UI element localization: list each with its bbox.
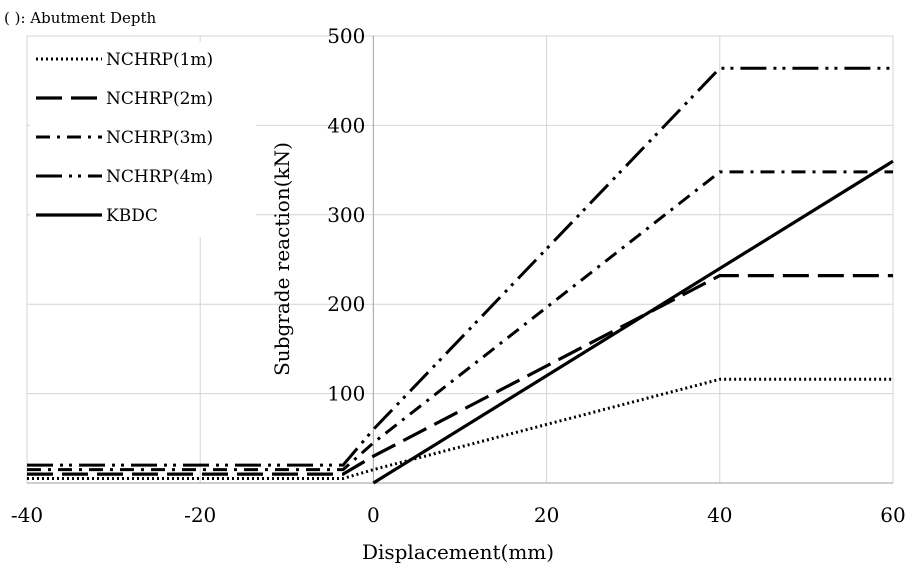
x-tick-label: -20 bbox=[184, 503, 216, 527]
y-tick-label: 300 bbox=[327, 203, 365, 227]
legend-background bbox=[30, 42, 256, 237]
y-tick-label: 400 bbox=[327, 113, 365, 137]
tick-labels: -40 -20 0 20 40 60 100 200 300 400 500 bbox=[11, 24, 906, 527]
x-tick-label: 20 bbox=[534, 503, 559, 527]
y-tick-label: 100 bbox=[327, 382, 365, 406]
y-axis-label: Subgrade reaction(kN) bbox=[270, 142, 294, 376]
legend-label: KBDC bbox=[106, 206, 158, 226]
legend-label: NCHRP(2m) bbox=[106, 89, 213, 109]
x-tick-label: 60 bbox=[880, 503, 905, 527]
series-line bbox=[27, 66, 893, 467]
legend-label: NCHRP(3m) bbox=[106, 128, 213, 148]
x-tick-label: 0 bbox=[367, 503, 380, 527]
series-line bbox=[27, 274, 893, 476]
series-line bbox=[372, 159, 894, 485]
y-tick-label: 500 bbox=[327, 24, 365, 48]
x-axis-label: Displacement(mm) bbox=[362, 540, 554, 564]
series-line bbox=[27, 377, 893, 480]
chart-note: ( ): Abutment Depth bbox=[4, 9, 157, 27]
y-tick-label: 200 bbox=[327, 292, 365, 316]
x-tick-label: 40 bbox=[707, 503, 732, 527]
legend: NCHRP(1m) NCHRP(2m) NCHRP(3m) NCHRP(4m) KBDC bbox=[30, 42, 256, 237]
series-lines bbox=[27, 66, 894, 485]
x-tick-label: -40 bbox=[11, 503, 43, 527]
legend-label: NCHRP(1m) bbox=[106, 50, 213, 70]
grid bbox=[26, 35, 894, 484]
legend-label: NCHRP(4m) bbox=[106, 167, 213, 187]
